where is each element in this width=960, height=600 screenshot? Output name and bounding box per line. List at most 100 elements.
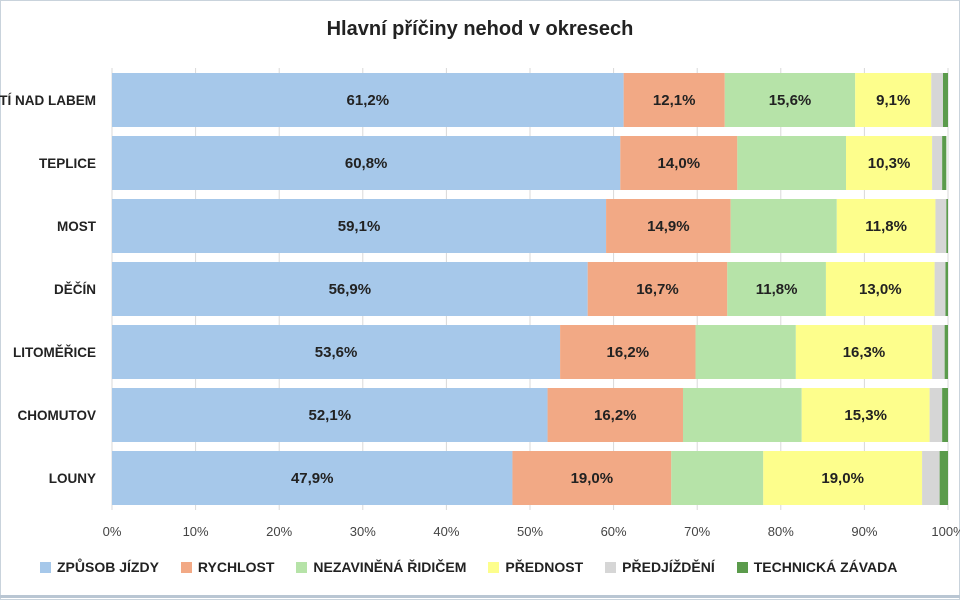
- legend-label: ZPŮSOB JÍZDY: [57, 559, 159, 575]
- x-tick-label: 20%: [266, 524, 292, 539]
- x-tick-label: 100%: [931, 524, 960, 539]
- legend-swatch: [605, 561, 617, 573]
- data-label: 59,1%: [338, 218, 381, 235]
- bar-segment-rychlost: [512, 451, 672, 505]
- data-label: 52,1%: [309, 407, 352, 424]
- legend-item: PŘEDNOST: [488, 559, 583, 575]
- data-label: 13,0%: [859, 281, 902, 298]
- bar-row: 52,1% 16,2% 15,3%: [112, 388, 948, 442]
- bar-segment-technicka: [945, 262, 948, 316]
- bar-segment-zpusob: [112, 451, 513, 505]
- legend-item: PŘEDJÍŽDĚNÍ: [605, 559, 715, 575]
- data-label: 14,9%: [647, 218, 690, 235]
- bar-segment-predjizdeni: [934, 262, 946, 316]
- data-label: 19,0%: [571, 470, 614, 487]
- x-tick-label: 50%: [517, 524, 543, 539]
- bar-segment-zpusob: [112, 262, 588, 316]
- category-label: DĚČÍN: [54, 282, 96, 297]
- bar-segment-prednost: [795, 325, 933, 379]
- bar-segment-prednost: [846, 136, 933, 190]
- bar-segment-predjizdeni: [932, 136, 943, 190]
- legend-swatch: [488, 561, 500, 573]
- bar-segment-prednost: [801, 388, 930, 442]
- bar-segment-rychlost: [623, 73, 725, 127]
- data-label: 15,3%: [844, 407, 887, 424]
- bar-segment-nezavinena: [695, 325, 796, 379]
- data-label: 60,8%: [345, 155, 388, 172]
- x-tick-label: 60%: [601, 524, 627, 539]
- bar-segment-technicka: [942, 388, 948, 442]
- data-label: 11,8%: [756, 281, 798, 298]
- x-tick-label: 70%: [684, 524, 710, 539]
- data-label: 9,1%: [876, 92, 910, 109]
- bar-segment-predjizdeni: [935, 199, 947, 253]
- x-tick-label: 30%: [350, 524, 376, 539]
- x-tick-label: 90%: [851, 524, 877, 539]
- bar-segment-rychlost: [606, 199, 731, 253]
- x-tick-label: 80%: [768, 524, 794, 539]
- bar-row: 61,2% 12,1% 15,6% 9,1%: [112, 73, 948, 127]
- data-label: 19,0%: [821, 470, 864, 487]
- data-label: 47,9%: [291, 470, 334, 487]
- category-label: TEPLICE: [39, 156, 96, 171]
- data-label: 14,0%: [658, 155, 701, 172]
- chart-title: Hlavní příčiny nehod v okresech: [326, 18, 634, 40]
- bar-segment-prednost: [855, 73, 932, 127]
- bar-segment-technicka: [939, 451, 948, 505]
- data-label: 10,3%: [868, 155, 911, 172]
- category-label: ÚSTÍ NAD LABEM: [0, 93, 96, 108]
- bar-segment-nezavinena: [682, 388, 802, 442]
- legend-swatch: [180, 561, 192, 573]
- x-tick-label: 40%: [433, 524, 459, 539]
- legend-item: NEZAVINĚNÁ ŘIDIČEM: [296, 559, 466, 575]
- bar-segment-zpusob: [112, 388, 548, 442]
- bar-segment-rychlost: [587, 262, 728, 316]
- bar-segment-zpusob: [112, 136, 621, 190]
- bar-segment-nezavinena: [727, 262, 826, 316]
- data-label: 15,6%: [769, 92, 812, 109]
- data-label: 11,8%: [865, 218, 907, 235]
- x-tick-label: 0%: [103, 524, 122, 539]
- data-label: 61,2%: [347, 92, 390, 109]
- bar-row: 60,8% 14,0% 10,3%: [112, 136, 947, 190]
- bar-row: 59,1% 14,9% 11,8%: [112, 199, 948, 253]
- bar-segment-nezavinena: [730, 199, 837, 253]
- data-label: 12,1%: [653, 92, 696, 109]
- bar-segment-zpusob: [112, 199, 607, 253]
- x-tick-label: 10%: [183, 524, 209, 539]
- bar-row: 47,9% 19,0% 19,0%: [112, 451, 948, 505]
- category-label: LOUNY: [49, 471, 96, 486]
- bar-segment-prednost: [763, 451, 923, 505]
- bar-segment-zpusob: [112, 325, 561, 379]
- legend-label: PŘEDJÍŽDĚNÍ: [622, 559, 715, 575]
- data-label: 16,2%: [594, 407, 637, 424]
- chart-legend: ZPŮSOB JÍZDY RYCHLOST NEZAVINĚNÁ ŘIDIČEM PŘ…: [40, 559, 897, 575]
- category-label: LITOMĚŘICE: [13, 345, 96, 360]
- bar-segment-technicka: [944, 325, 948, 379]
- category-label: CHOMUTOV: [17, 408, 96, 423]
- bar-segment-technicka: [942, 136, 947, 190]
- legend-item: RYCHLOST: [180, 559, 275, 575]
- legend-label: PŘEDNOST: [505, 559, 584, 575]
- x-axis: 0% 10% 20% 30% 40% 50% 60% 70% 80% 90% 100%: [103, 524, 960, 539]
- bar-segment-predjizdeni: [922, 451, 940, 505]
- data-label: 16,7%: [636, 281, 679, 298]
- bar-segment-predjizdeni: [932, 325, 945, 379]
- data-label: 53,6%: [315, 344, 358, 361]
- bar-segment-zpusob: [112, 73, 624, 127]
- data-label: 16,2%: [607, 344, 650, 361]
- bar-segment-nezavinena: [671, 451, 764, 505]
- bottom-border: [0, 595, 960, 598]
- legend-swatch: [736, 561, 748, 573]
- bar-row: 53,6% 16,2% 16,3%: [112, 325, 948, 379]
- bar-segment-technicka: [942, 73, 948, 127]
- bar-segment-predjizdeni: [929, 388, 943, 442]
- legend-label: RYCHLOST: [197, 559, 275, 575]
- bar-segment-rychlost: [560, 325, 696, 379]
- legend-label: TECHNICKÁ ZÁVADA: [753, 559, 898, 575]
- category-label: MOST: [57, 219, 97, 234]
- legend-swatch: [40, 561, 51, 573]
- bar-segment-prednost: [825, 262, 935, 316]
- legend-item: TECHNICKÁ ZÁVADA: [736, 559, 898, 575]
